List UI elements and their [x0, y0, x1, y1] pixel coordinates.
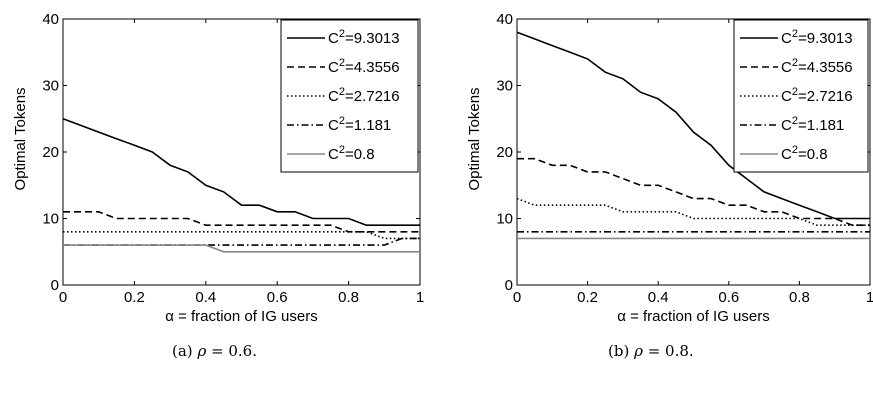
- series-line-2: [517, 157, 870, 226]
- y-tick-label: 0: [51, 277, 59, 294]
- y-tick-label: 20: [496, 144, 513, 161]
- caption-a-rho: ρ: [197, 342, 207, 360]
- x-axis-label: α = fraction of IG users: [165, 308, 317, 325]
- legend-label: C2=4.3556: [328, 57, 400, 76]
- series-line-3: [516, 197, 870, 226]
- x-tick-label: 1: [416, 289, 424, 306]
- legend-label: C2=2.7216: [781, 86, 853, 105]
- series-line-1: [62, 118, 420, 226]
- series-line-5: [63, 244, 420, 253]
- caption-b-value: = 0.8.: [642, 342, 694, 360]
- x-tick-label: 0.6: [718, 289, 739, 306]
- x-tick-label: 0.2: [124, 289, 145, 306]
- x-axis-label: α = fraction of IG users: [617, 308, 769, 325]
- x-tick-label: 0.4: [195, 289, 216, 306]
- x-tick-label: 0.8: [338, 289, 359, 306]
- y-tick-label: 30: [42, 78, 59, 95]
- legend: C2=9.3013 C2=4.3556 C2=2.7216 C2=1.181 C2=0.…: [733, 19, 869, 173]
- legend-label: C2=0.8: [781, 144, 828, 163]
- x-tick-label: 0.2: [577, 289, 598, 306]
- caption-b-label: (b): [608, 342, 630, 360]
- x-tick-label: 0: [59, 289, 67, 306]
- caption-a-label: (a): [172, 342, 193, 360]
- y-tick-label: 40: [496, 11, 513, 28]
- legend-label: C2=1.181: [328, 115, 391, 134]
- legend-label: C2=2.7216: [328, 86, 400, 105]
- y-tick-label: 10: [42, 211, 59, 228]
- caption-a: (a) ρ = 0.6.: [172, 342, 257, 360]
- caption-b: (b) ρ = 0.8.: [608, 342, 694, 360]
- legend-label: C2=1.181: [781, 115, 844, 134]
- x-tick-label: 0.6: [267, 289, 288, 306]
- legend: C2=9.3013 C2=4.3556 C2=2.7216 C2=1.181 C2=0.…: [280, 19, 419, 173]
- y-tick-label: 10: [496, 211, 513, 228]
- caption-b-rho: ρ: [634, 342, 643, 360]
- series-line-1: [516, 31, 870, 220]
- x-tick-label: 0.8: [789, 289, 810, 306]
- legend-label: C2=9.3013: [781, 28, 853, 47]
- y-tick-label: 40: [42, 11, 59, 28]
- legend-label: C2=4.3556: [781, 57, 853, 76]
- x-tick-label: 0.4: [648, 289, 669, 306]
- y-axis-label: Optimal Tokens: [466, 87, 483, 190]
- legend-label: C2=9.3013: [328, 28, 400, 47]
- series-line-3: [63, 231, 420, 240]
- x-tick-label: 1: [866, 289, 873, 306]
- y-tick-label: 30: [496, 78, 513, 95]
- y-tick-label: 20: [42, 144, 59, 161]
- y-axis-label: Optimal Tokens: [12, 87, 29, 190]
- x-tick-label: 0: [513, 289, 521, 306]
- y-tick-label: 0: [505, 277, 513, 294]
- caption-a-value: = 0.6.: [206, 342, 257, 360]
- legend-label: C2=0.8: [328, 144, 375, 163]
